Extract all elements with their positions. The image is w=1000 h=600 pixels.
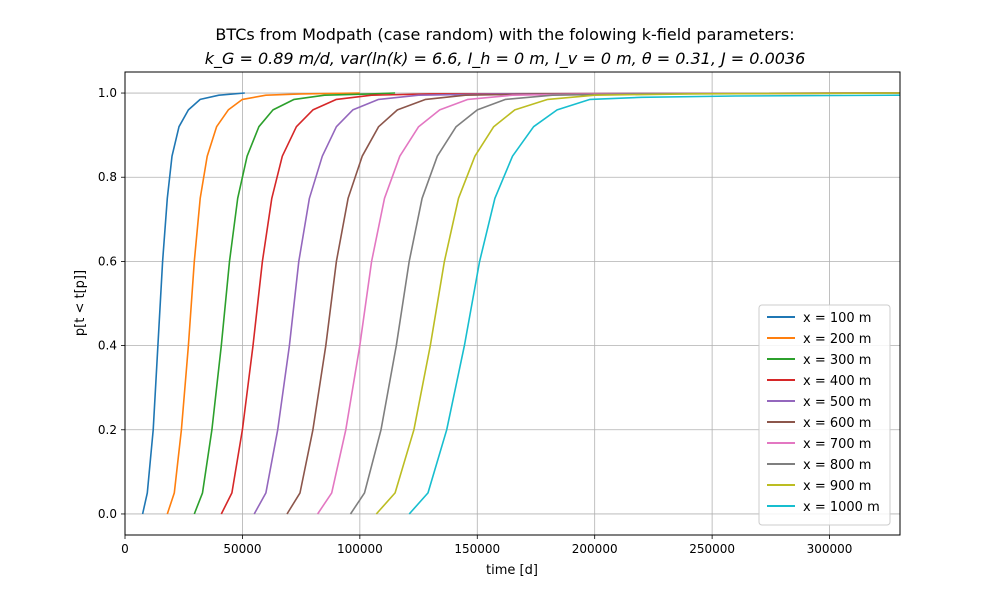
- series-line-1: [141, 92, 245, 515]
- y-tick-label: 0.2: [98, 423, 117, 437]
- y-tick-label: 0.4: [98, 339, 117, 353]
- legend-entry-label: x = 200 m: [803, 332, 871, 347]
- x-tick-label: 100000: [337, 542, 383, 556]
- chart-title-line2: k_G = 0.89 m/d, var(ln(k) = 6.6, I_h = 0…: [205, 49, 806, 69]
- series-line-3: [193, 92, 396, 515]
- legend-entry-label: x = 700 m: [803, 437, 871, 452]
- series-line-4: [220, 92, 901, 515]
- y-tick-label: 1.0: [98, 86, 117, 100]
- legend-entry-label: x = 300 m: [803, 353, 871, 368]
- legend: x = 100 m x = 200 m x = 300 m x = 400 m x = …: [758, 304, 891, 526]
- series-line-9: [375, 92, 901, 515]
- legend-entry-label: x = 800 m: [803, 458, 871, 473]
- x-axis-label: time [d]: [486, 563, 538, 578]
- chart-title-line1: BTCs from Modpath (case random) with the…: [215, 25, 794, 44]
- y-tick-label: 0.6: [98, 254, 117, 268]
- series-line-8: [349, 92, 901, 515]
- x-tick-label: 50000: [223, 542, 261, 556]
- y-tick-label: 0.0: [98, 507, 117, 521]
- plot-frame: [124, 71, 901, 536]
- legend-entry-label: x = 900 m: [803, 479, 871, 494]
- series-line-6: [286, 92, 901, 515]
- x-tick-label: 300000: [807, 542, 853, 556]
- series-line-5: [253, 92, 901, 515]
- y-axis-label: p[t < t[p]]: [73, 270, 88, 336]
- x-tick-label: 0: [121, 542, 129, 556]
- axis-ticks: 0 50000 100000 150000 200000 250000 300000 0.0 0…: [98, 86, 853, 556]
- x-tick-label: 200000: [572, 542, 618, 556]
- legend-entry-label: x = 500 m: [803, 395, 871, 410]
- legend-entry-label: x = 600 m: [803, 416, 871, 431]
- series-line-7: [316, 92, 901, 515]
- legend-entry-label: x = 400 m: [803, 374, 871, 389]
- legend-entry-label: x = 100 m: [803, 311, 871, 326]
- series-line-2: [166, 92, 360, 515]
- series-line-10: [408, 94, 901, 515]
- y-tick-label: 0.8: [98, 170, 117, 184]
- x-tick-label: 150000: [454, 542, 500, 556]
- legend-entry-label: x = 1000 m: [803, 500, 880, 515]
- series-lines: [141, 92, 901, 515]
- x-tick-label: 250000: [689, 542, 735, 556]
